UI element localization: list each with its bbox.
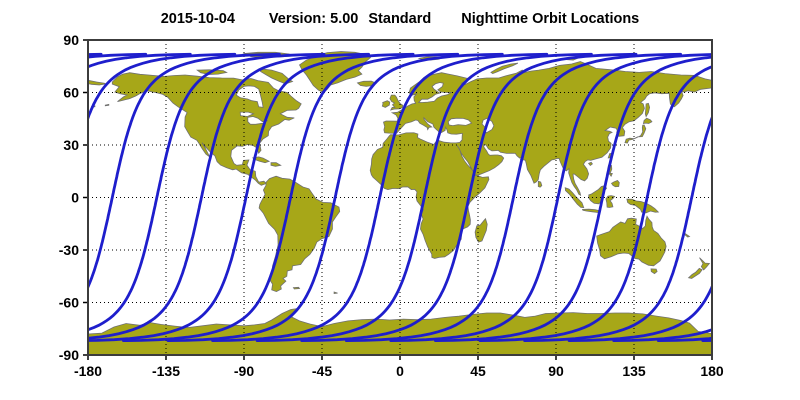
orbit-track-layer [0,52,800,342]
x-tick-label: 180 [700,363,724,379]
orbit-track [122,52,460,342]
landmass-tasmania [650,268,658,275]
x-tick-label: 45 [470,363,486,379]
orbit-track [211,52,549,342]
landmass-novaya-zemlya [490,62,519,75]
landmass-madagascar [474,217,488,243]
orbit-track [792,54,800,340]
y-tick-label: -60 [59,295,79,311]
title-version: Version: 5.00 [268,11,359,27]
landmass-hainan [587,161,593,167]
y-tick-label: 30 [63,137,79,153]
x-tick-label: 0 [396,363,404,379]
landmass-mindanao [610,180,620,188]
orbit-track [166,52,504,342]
orbit-track [523,113,712,342]
landmass-japan-honshu [624,124,647,144]
x-tick-label: -90 [234,363,254,379]
title-name: Nighttime Orbit Locations [461,11,640,27]
y-tick-label: -90 [59,347,79,363]
orbit-track [389,53,712,342]
landmass-sumatra [564,187,585,208]
landmass-sri-lanka [537,180,543,188]
y-tick-label: 0 [71,190,79,206]
x-tick-label: 90 [548,363,564,379]
orbit-track [88,52,192,69]
orbit-track [434,55,712,342]
landmass-japan-hokkaido [642,117,653,124]
landmass-sulawesi [605,195,616,208]
landmass-new-zealand-south [687,267,703,279]
orbit-track [478,65,712,342]
plot-frame [87,39,713,356]
plot-title: 2015-10-04 Version: 5.00 Standard Nightt… [0,11,800,27]
orbit-track [747,54,800,340]
x-tick-label: -135 [152,363,180,379]
landmass-greenland [298,51,372,93]
title-mode: Standard [368,11,432,27]
orbit-track [344,52,682,342]
axis-layer: -180 -135 -90 -45 0 45 90 135 180 90 60 30 0 -30 -60 -9… [59,32,724,379]
orbit-track [0,54,12,340]
x-tick-label: -180 [74,363,102,379]
orbit-track [567,283,712,342]
water-black-sea [447,117,473,127]
landmass-eurasia-africa [369,61,712,259]
landmass-java [581,208,600,214]
landmass-south-georgia [333,291,338,295]
water-hudson-bay [235,85,264,108]
landmass-falkland-islands [292,286,301,290]
landmass-sakhalin [644,102,651,118]
landmass-south-america [258,175,341,293]
landmass-new-guinea [626,198,660,214]
orbit-track [0,54,57,340]
landmass-united-kingdom [389,94,404,111]
landmass-ireland [381,100,391,108]
orbit-track [255,52,593,342]
orbit-track [88,52,237,122]
x-tick-label: -45 [312,363,332,379]
landmass-hispaniola [270,162,282,167]
landmass-antarctica [88,307,712,355]
orbit-track [300,52,638,342]
y-tick-label: -30 [59,242,79,258]
orbit-track [88,52,281,291]
title-date: 2015-10-04 [160,11,235,27]
orbit-track [88,52,415,342]
orbit-track [88,52,326,332]
landmass-aleutian-islands-2 [104,103,110,107]
landmass-new-zealand-north [699,257,711,271]
water-lake-superior [239,111,255,117]
y-tick-label: 90 [63,32,79,48]
land-layer [88,51,712,355]
landmass-chukotka-west-of-dateline [88,79,107,86]
orbit-track [88,52,370,340]
x-tick-label: 135 [622,363,646,379]
y-tick-label: 60 [63,85,79,101]
orbit-track [701,339,712,342]
landmass-australia [596,215,667,267]
